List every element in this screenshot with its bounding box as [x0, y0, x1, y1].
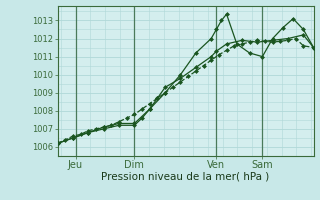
X-axis label: Pression niveau de la mer( hPa ): Pression niveau de la mer( hPa )	[101, 172, 270, 182]
